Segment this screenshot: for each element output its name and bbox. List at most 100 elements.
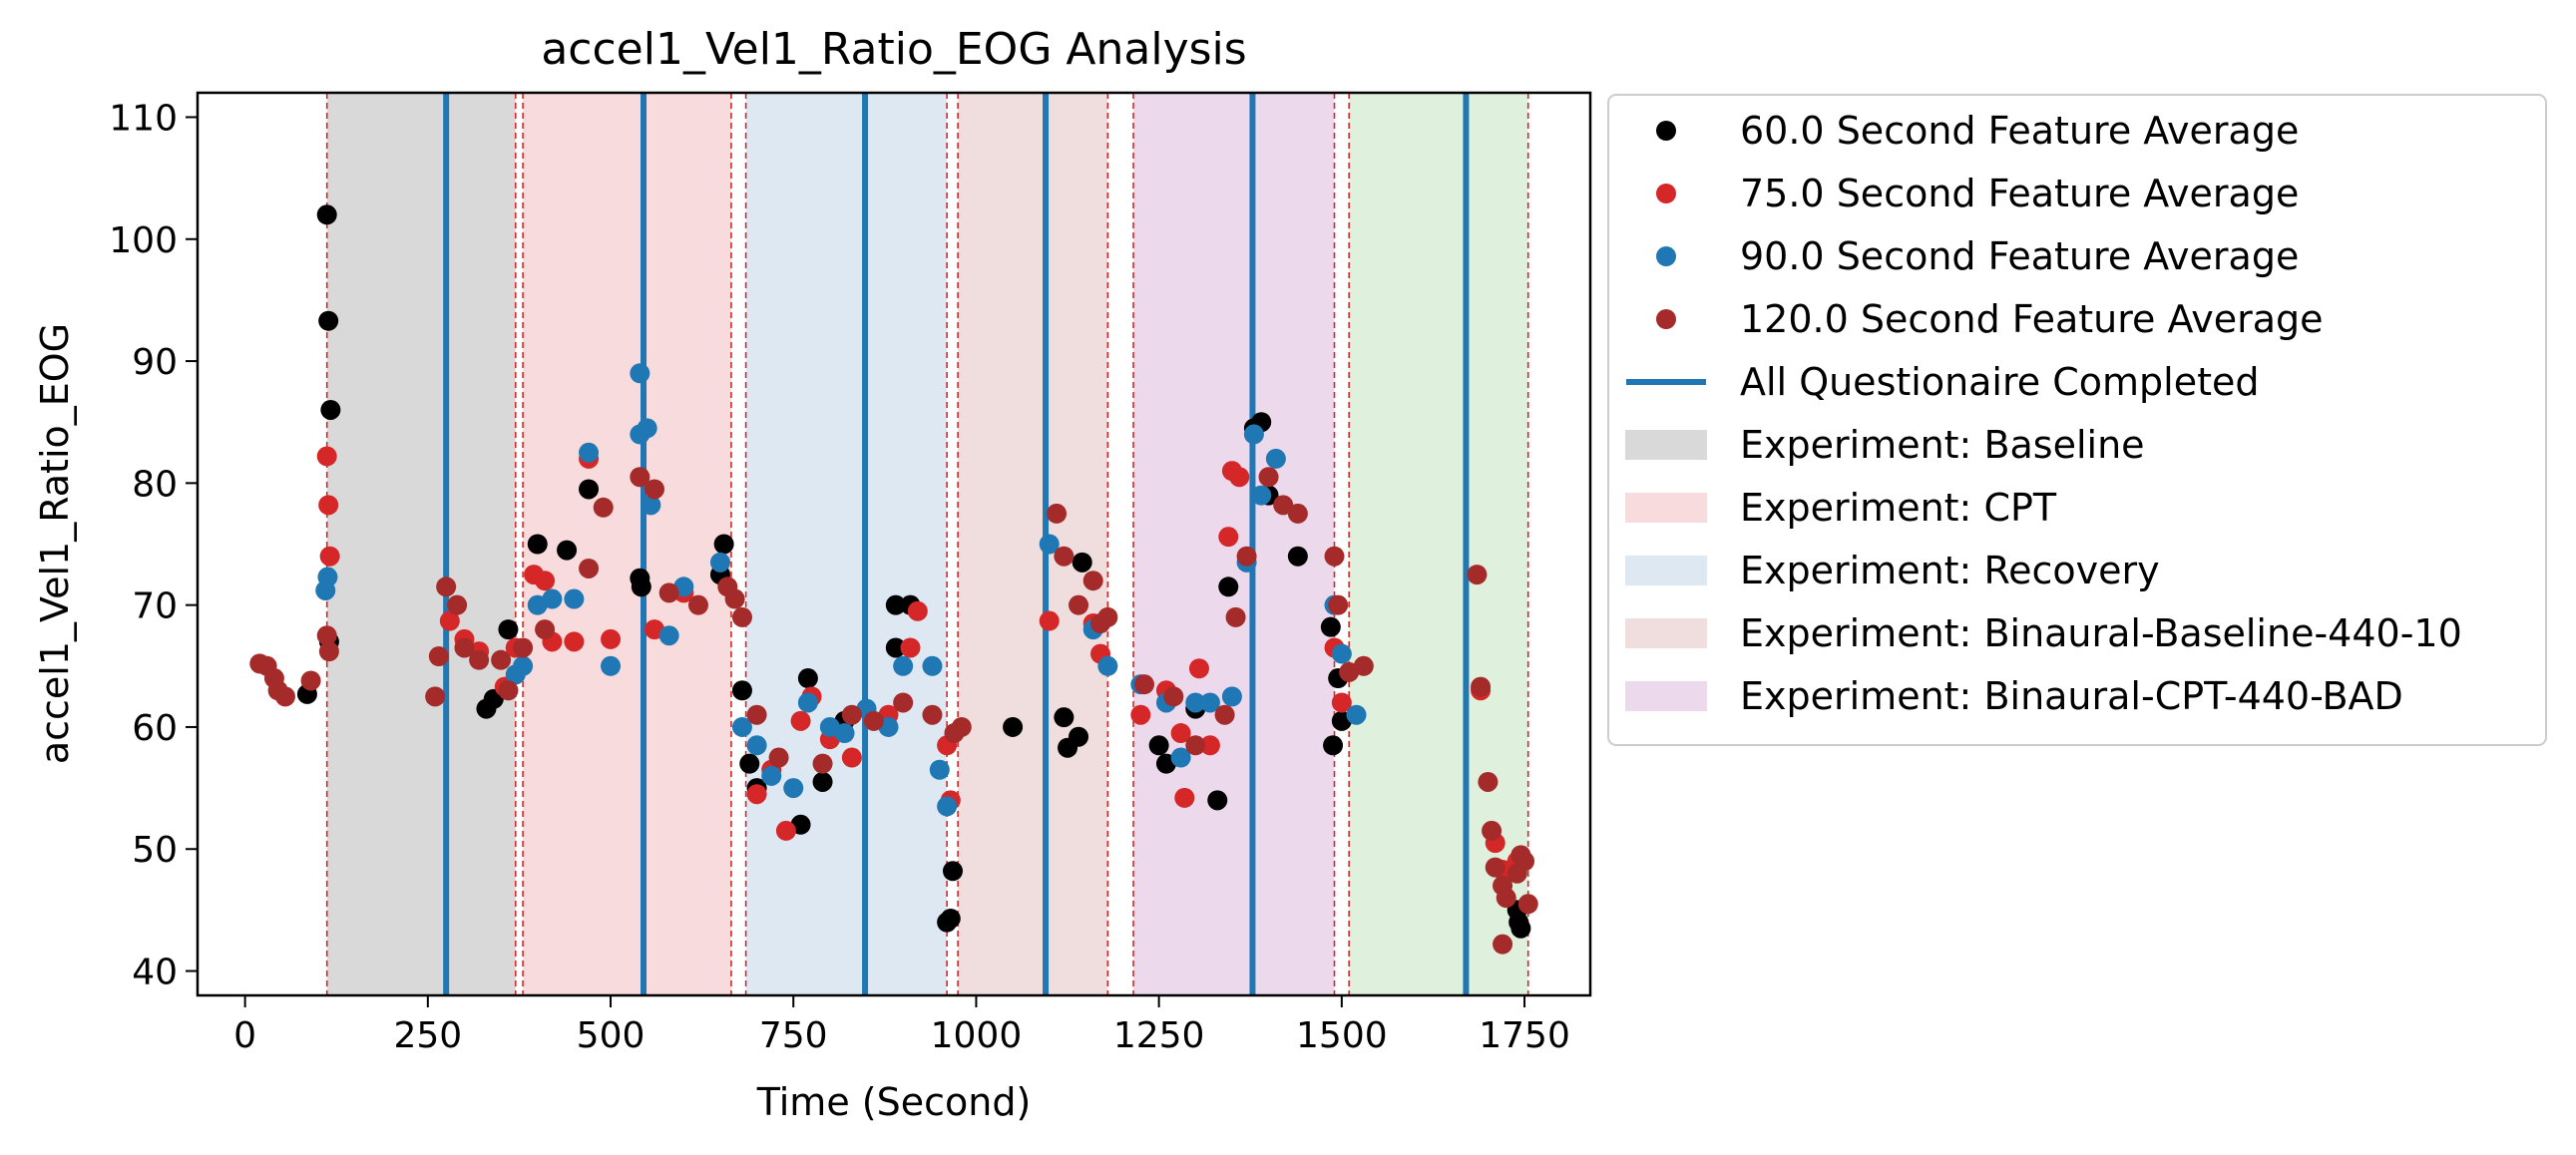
x-tick-label-6: 1500: [1296, 1015, 1388, 1056]
point-series3-5: [300, 670, 321, 691]
point-series2-6: [564, 588, 585, 609]
point-series3-59: [1485, 857, 1505, 878]
plot-frame: [196, 91, 1592, 997]
point-series3-21: [644, 479, 665, 500]
point-series3-42: [1133, 674, 1154, 695]
point-series3-33: [922, 704, 943, 725]
experiment-region-0: [326, 93, 516, 995]
point-series2-11: [637, 418, 657, 439]
point-series3-41: [1097, 606, 1118, 627]
point-series1-3: [439, 610, 460, 631]
x-tick-label-2: 500: [577, 1015, 645, 1056]
point-series0-7: [498, 619, 519, 640]
point-series3-64: [1514, 851, 1535, 872]
point-series0-14: [713, 534, 734, 555]
point-series2-13: [658, 625, 679, 646]
point-series0-32: [1072, 552, 1092, 573]
legend-marker-2: [1656, 246, 1676, 266]
point-series1-19: [790, 710, 811, 731]
point-series3-61: [1496, 888, 1516, 909]
point-series0-22: [885, 637, 906, 658]
point-series1-16: [746, 784, 767, 805]
point-series0-19: [797, 668, 818, 689]
point-series1-41: [1331, 692, 1352, 713]
point-series3-9: [428, 646, 449, 667]
x-tick-label-4: 1000: [931, 1015, 1023, 1056]
experiment-regions: [326, 93, 1528, 995]
point-series0-27: [942, 861, 963, 882]
point-series3-29: [812, 753, 833, 774]
legend-label-4: All Questionaire Completed: [1740, 360, 2260, 404]
point-series0-3: [320, 399, 341, 420]
point-series1-18: [775, 820, 796, 841]
point-series2-44: [1346, 704, 1367, 725]
point-series2-20: [797, 692, 818, 713]
legend-label-9: Experiment: Binaural-CPT-440-BAD: [1740, 674, 2403, 718]
data-points: [249, 204, 1538, 955]
point-series3-65: [1517, 894, 1538, 915]
point-series2-40: [1251, 485, 1272, 506]
point-series0-16: [739, 753, 760, 774]
point-series1-39: [1229, 467, 1250, 488]
point-series3-16: [513, 637, 534, 658]
point-series2-27: [929, 759, 950, 780]
point-series0-28: [1003, 716, 1024, 737]
legend-marker-8: [1625, 618, 1707, 648]
point-series3-57: [1478, 771, 1499, 792]
marker-lines: [325, 93, 1529, 995]
point-series3-11: [447, 594, 468, 615]
y-tick-label-2: 60: [132, 708, 178, 749]
legend-label-3: 120.0 Second Feature Average: [1740, 297, 2324, 341]
point-series0-8: [527, 534, 548, 555]
point-series1-31: [1130, 704, 1151, 725]
legend-marker-1: [1656, 184, 1676, 203]
point-series3-37: [1054, 546, 1074, 567]
point-series3-46: [1225, 606, 1246, 627]
legend-label-8: Experiment: Binaural-Baseline-440-10: [1740, 611, 2462, 655]
experiment-region-2: [745, 93, 948, 995]
x-axis-label: Time (Second): [756, 1080, 1032, 1124]
legend: 60.0 Second Feature Average 75.0 Second F…: [1607, 94, 2547, 746]
point-series2-39: [1243, 424, 1264, 445]
point-series3-23: [687, 594, 708, 615]
point-series1-2: [319, 546, 340, 567]
y-tick-label-0: 40: [132, 953, 178, 993]
point-series3-48: [1258, 467, 1279, 488]
point-series3-58: [1482, 820, 1503, 841]
x-tick-label-3: 750: [759, 1015, 828, 1056]
x-tick-label-7: 1750: [1479, 1015, 1570, 1056]
point-series3-56: [1471, 676, 1492, 697]
y-tick-label-6: 100: [109, 220, 178, 261]
point-series0-36: [1207, 790, 1228, 811]
point-series0-29: [1054, 707, 1074, 728]
point-series2-8: [601, 655, 622, 676]
point-series2-34: [1170, 747, 1191, 768]
point-series2-31: [1097, 655, 1118, 676]
point-series0-37: [1218, 577, 1239, 597]
point-series3-51: [1324, 546, 1345, 567]
y-axis-label: accel1_Vel1_Ratio_EOG: [33, 323, 77, 764]
point-series0-31: [1069, 726, 1089, 747]
legend-marker-6: [1625, 493, 1707, 523]
point-series1-9: [535, 571, 556, 591]
point-series2-10: [630, 363, 650, 384]
point-series1-13: [601, 628, 622, 649]
point-series0-10: [579, 479, 600, 500]
point-series0-20: [812, 771, 833, 792]
point-series3-31: [863, 710, 884, 731]
point-series0-33: [1148, 735, 1169, 756]
point-series3-39: [1082, 571, 1103, 591]
legend-label-2: 90.0 Second Feature Average: [1740, 234, 2299, 278]
legend-label-7: Experiment: Recovery: [1740, 549, 2160, 592]
point-series2-1: [317, 567, 338, 587]
point-series2-29: [1039, 534, 1060, 555]
point-series3-30: [841, 704, 862, 725]
point-series2-19: [783, 778, 804, 799]
point-series3-45: [1214, 704, 1235, 725]
legend-marker-9: [1625, 681, 1707, 711]
point-series3-49: [1273, 495, 1294, 516]
legend-marker-0: [1656, 121, 1676, 141]
point-series2-17: [746, 735, 767, 756]
point-series2-41: [1265, 448, 1286, 469]
